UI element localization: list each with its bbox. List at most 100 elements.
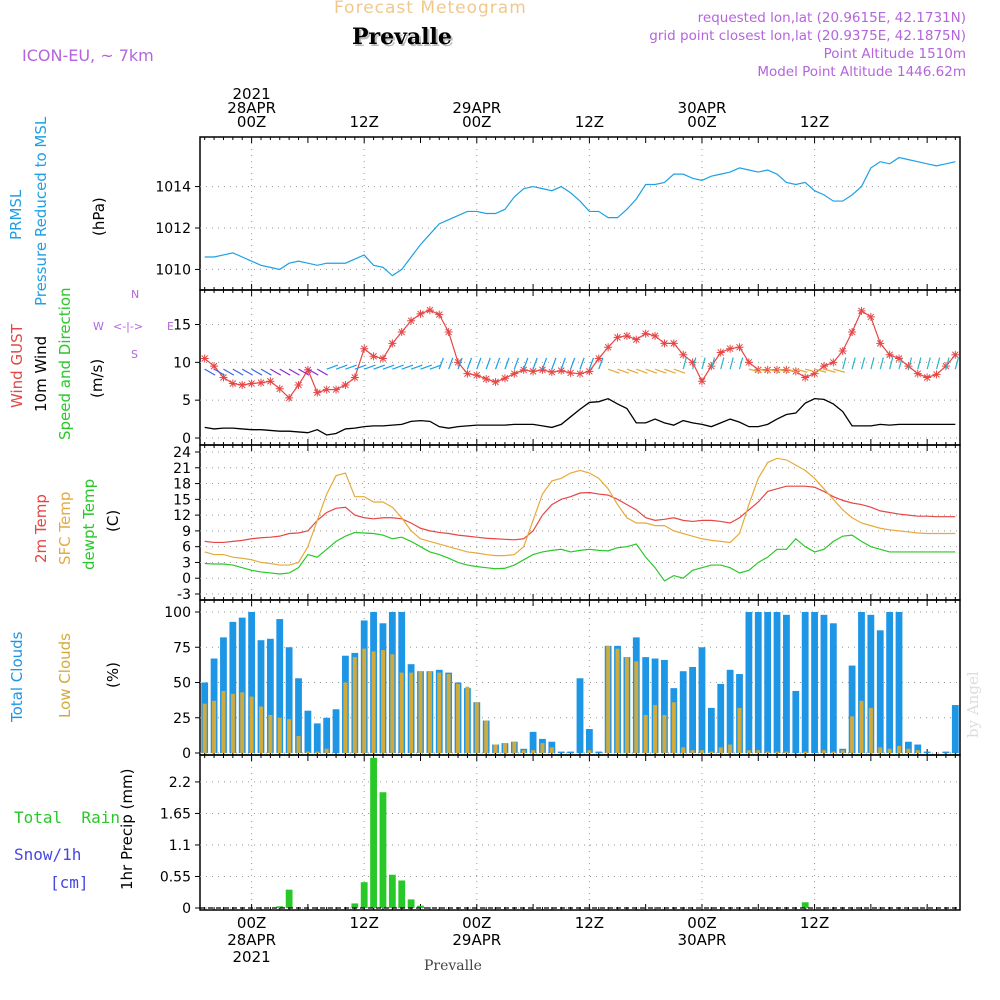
gust-point-marker bbox=[313, 388, 322, 397]
time-label-bottom: 30APR bbox=[678, 931, 727, 949]
wind-direction-arrow bbox=[664, 368, 676, 374]
gust-point-marker bbox=[256, 378, 265, 387]
bar-total-clouds bbox=[792, 690, 800, 753]
compass-s: S bbox=[131, 348, 138, 361]
time-label-top: 12Z bbox=[350, 113, 379, 131]
bar-low-clouds bbox=[746, 750, 751, 753]
gust-point-marker bbox=[275, 384, 284, 393]
bar-total-clouds bbox=[820, 614, 828, 753]
wind-direction-arrow bbox=[382, 364, 395, 370]
gust-point-marker bbox=[660, 339, 669, 348]
bar-rain bbox=[379, 792, 387, 908]
gust-point-marker bbox=[885, 350, 894, 359]
temp-2m-label: 2m Temp bbox=[32, 494, 50, 563]
gust-point-marker bbox=[810, 369, 819, 378]
wind-direction-arrow bbox=[776, 368, 789, 373]
gust-point-marker bbox=[425, 306, 434, 315]
bar-total-clouds bbox=[304, 710, 312, 753]
ytick-label-cloud: 0 bbox=[182, 746, 191, 762]
wind-direction-arrow bbox=[917, 357, 922, 370]
bar-low-clouds bbox=[277, 717, 282, 753]
bar-rain bbox=[398, 880, 406, 908]
bar-low-clouds bbox=[305, 751, 310, 753]
gust-point-marker bbox=[876, 339, 885, 348]
wind-direction-arrow bbox=[654, 368, 667, 374]
bar-total-clouds bbox=[904, 741, 912, 753]
bar-low-clouds bbox=[615, 648, 620, 753]
bar-low-clouds bbox=[756, 750, 761, 753]
wind-direction-arrow bbox=[307, 368, 319, 376]
bar-low-clouds bbox=[765, 751, 770, 753]
bar-total-clouds bbox=[876, 630, 884, 753]
ytick-label-pressure: 1010 bbox=[155, 262, 191, 278]
ytick-label-precip: 1.1 bbox=[169, 838, 191, 854]
gust-point-marker bbox=[576, 369, 584, 378]
gust-point-marker bbox=[416, 309, 425, 318]
wind-direction-arrow bbox=[401, 364, 414, 370]
gust-point-marker bbox=[669, 339, 678, 348]
wind-direction-arrow bbox=[842, 357, 847, 370]
chart-marks bbox=[200, 156, 960, 909]
bar-low-clouds bbox=[352, 657, 357, 753]
bar-low-clouds bbox=[784, 751, 789, 753]
gust-point-marker bbox=[369, 352, 378, 361]
bar-rain bbox=[285, 889, 293, 908]
gust-point-marker bbox=[923, 373, 932, 382]
bar-low-clouds bbox=[315, 751, 320, 753]
bar-total-clouds bbox=[567, 751, 575, 753]
bar-total-clouds bbox=[951, 705, 959, 753]
series-line-sfc-temp bbox=[204, 457, 956, 566]
wind-unit: (m/s) bbox=[88, 358, 106, 398]
gust-point-marker bbox=[557, 366, 566, 375]
bar-low-clouds bbox=[474, 702, 479, 753]
gust-point-marker bbox=[941, 362, 950, 371]
wind-direction-arrow bbox=[748, 368, 761, 373]
bar-low-clouds bbox=[202, 703, 207, 753]
wind-direction-arrow bbox=[551, 357, 557, 370]
gust-point-marker bbox=[566, 368, 575, 377]
bar-low-clouds bbox=[399, 672, 404, 753]
bar-total-clouds bbox=[285, 647, 293, 753]
bar-total-clouds bbox=[867, 614, 875, 753]
bar-low-clouds bbox=[653, 705, 658, 753]
bar-total-clouds bbox=[858, 612, 865, 753]
gust-point-marker bbox=[491, 378, 500, 386]
temp-dewpt-label: dewpt Temp bbox=[80, 478, 98, 570]
wind-direction-arrow bbox=[851, 357, 856, 370]
ytick-label-wind: 5 bbox=[182, 393, 191, 409]
ytick-label-temp: 9 bbox=[182, 524, 191, 540]
wind-direction-arrow bbox=[466, 357, 473, 370]
gust-point-marker bbox=[613, 333, 622, 342]
wind-direction-arrow bbox=[523, 357, 529, 370]
series-line-dewpt-temp bbox=[204, 531, 956, 582]
wind-direction-arrow bbox=[823, 368, 836, 373]
wind-direction-arrow bbox=[645, 368, 658, 374]
bar-low-clouds bbox=[502, 743, 507, 753]
time-label-top: 28APR bbox=[227, 99, 276, 117]
bar-total-clouds bbox=[754, 612, 762, 753]
bar-total-clouds bbox=[595, 751, 603, 753]
bar-total-clouds bbox=[923, 751, 931, 753]
bar-low-clouds bbox=[624, 657, 629, 753]
bar-rain bbox=[407, 899, 415, 908]
gust-point-marker bbox=[397, 328, 406, 337]
wind-direction-arrow bbox=[448, 357, 454, 370]
gust-point-marker bbox=[444, 328, 453, 337]
requested-location: requested lon,lat (20.9615E, 42.1731N) bbox=[697, 10, 966, 26]
gust-point-marker bbox=[585, 367, 594, 376]
bar-low-clouds bbox=[240, 692, 245, 753]
ytick-label-cloud: 75 bbox=[173, 640, 191, 656]
ytick-label-wind: 10 bbox=[173, 355, 191, 371]
bar-low-clouds bbox=[493, 744, 498, 753]
wind-direction-arrow bbox=[570, 357, 576, 370]
watermark: by Angel bbox=[964, 671, 982, 738]
chart-title: Prevalle bbox=[352, 24, 452, 50]
wind-direction-arrow bbox=[833, 368, 846, 373]
wind-direction-arrow bbox=[701, 357, 706, 370]
wind-direction-arrow bbox=[373, 364, 386, 370]
wind-direction-arrow bbox=[420, 364, 432, 370]
bar-total-clouds bbox=[576, 678, 584, 753]
cloud-total-label: Total Clouds bbox=[8, 631, 26, 722]
gust-point-marker bbox=[688, 358, 697, 367]
